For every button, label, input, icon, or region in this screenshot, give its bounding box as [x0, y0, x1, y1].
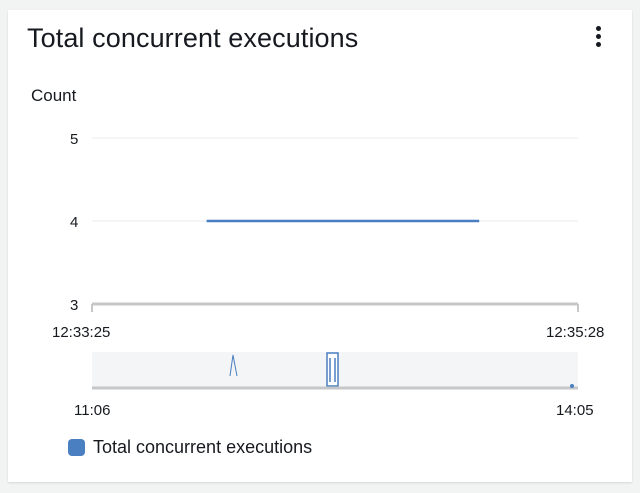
navigator-tick-label-end: 14:05	[556, 402, 594, 419]
legend-label: Total concurrent executions	[93, 436, 313, 457]
widget-card: Total concurrent executions Count 5 4 3 …	[8, 10, 632, 482]
navigator-end-point	[570, 384, 574, 388]
legend-item[interactable]: Total concurrent executions	[68, 435, 312, 459]
legend-swatch	[68, 438, 85, 456]
x-tick-label-end: 12:35:28	[546, 324, 604, 341]
y-tick-label: 4	[70, 214, 78, 231]
x-tick-label-start: 12:33:25	[52, 324, 110, 341]
y-tick-label: 5	[70, 131, 78, 148]
navigator-tick-label-start: 11:06	[74, 402, 110, 419]
line-chart: 5 4 3 12:33:25 12:35:28 11:06 14:05	[52, 131, 604, 419]
widget-title: Total concurrent executions	[27, 23, 359, 53]
y-tick-label: 3	[70, 297, 78, 314]
vertical-ellipsis-icon[interactable]	[588, 24, 610, 50]
y-axis-label: Count	[31, 86, 77, 105]
navigator-sparkline	[229, 354, 238, 377]
navigator-brush-handle[interactable]	[326, 352, 339, 387]
